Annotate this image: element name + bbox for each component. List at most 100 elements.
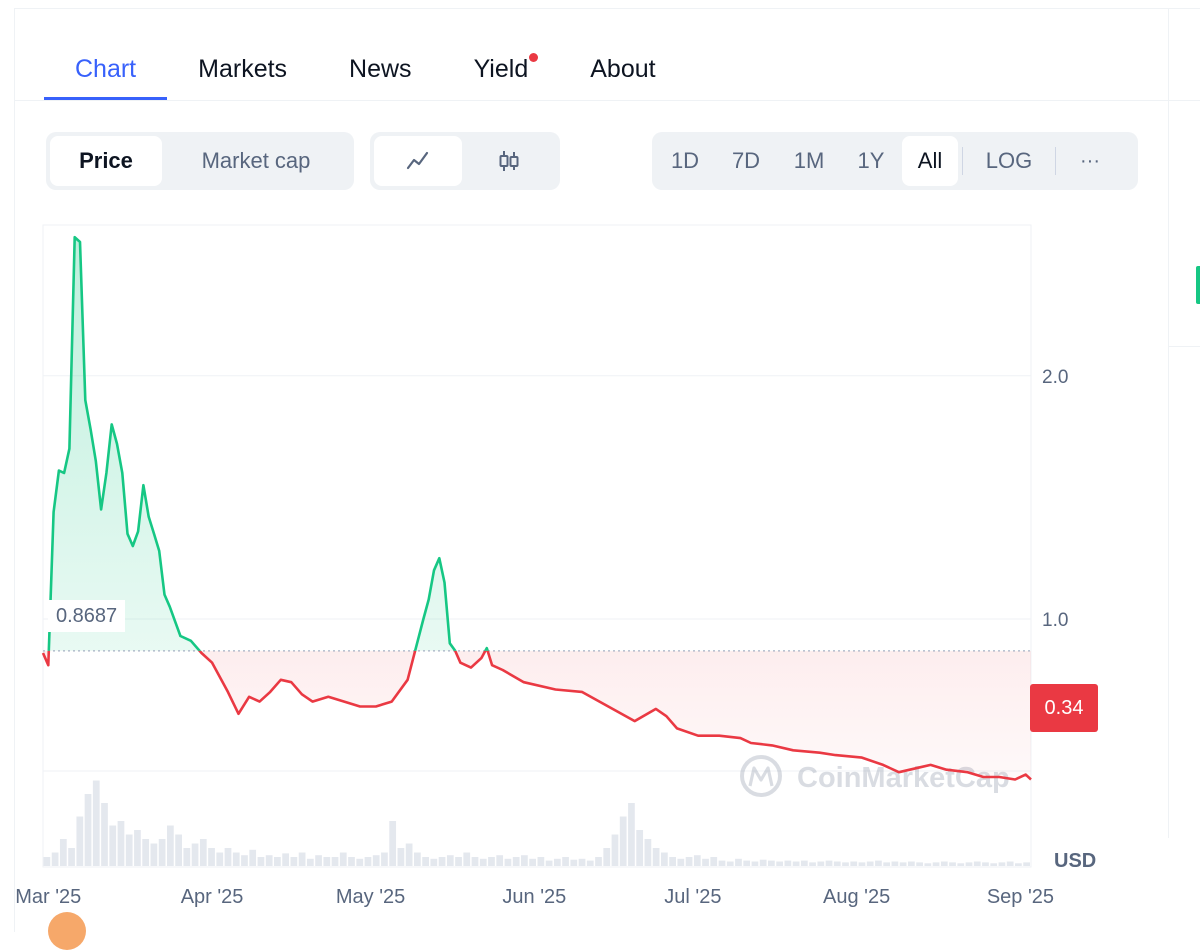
volume-bar [430,858,438,866]
volume-bar [1023,862,1030,866]
volume-bar [628,803,635,866]
volume-bar [825,860,833,866]
volume-bar [677,858,685,866]
toolbar-separator-2 [1055,147,1056,175]
volume-bar [68,848,75,866]
volume-bar [290,857,298,866]
panel-right-border [1168,8,1169,838]
volume-bar [693,855,701,866]
tab-markets[interactable]: Markets [167,40,318,100]
reference-price-label: 0.8687 [48,600,126,632]
more-options-button[interactable]: ··· [1080,150,1100,172]
volume-bar [142,839,150,866]
volume-bar [224,848,232,866]
volume-bar [249,849,257,866]
tab-news-label: News [349,55,412,83]
range-7d-button[interactable]: 7D [731,148,761,173]
volume-bar [875,860,882,866]
tab-yield[interactable]: Yield [443,40,569,100]
x-tick-label: Jun '25 [502,886,566,908]
volume-bar [545,860,553,866]
volume-bar [76,816,84,866]
volume-bar [125,834,133,866]
volume-bar [957,863,965,866]
area-below-reference [43,650,1031,780]
y-axis-ticks: 1.0 2.0 [1042,367,1068,631]
volume-bar [537,857,545,866]
x-tick-label: Sep '25 [987,886,1054,908]
toolbar-separator [962,147,963,175]
tab-yield-label: Yield [473,55,529,83]
range-1y-button[interactable]: 1Y [857,148,885,173]
volume-bar [586,860,594,866]
volume-bar [488,857,495,866]
volume-bar [381,852,388,866]
volume-bar [883,862,891,866]
side-panel-divider [1168,100,1200,101]
volume-bars [43,780,1030,866]
volume-bar [438,857,446,866]
volume-bar [1006,861,1014,866]
volume-bar [43,857,51,866]
chart-type-toggle [370,132,560,190]
volume-bar [611,834,619,866]
volume-bar [891,861,899,866]
volume-bar [710,857,718,866]
line-chart-button[interactable] [374,136,462,186]
volume-bar [924,863,932,866]
volume-bar [768,860,775,866]
tab-news[interactable]: News [318,40,443,100]
price-button[interactable]: Price [50,136,162,186]
y-tick-label: 2.0 [1042,367,1068,388]
volume-bar [521,855,528,866]
volume-bar [916,862,923,866]
volume-bar [339,852,347,866]
volume-bar [323,857,331,866]
tabs-divider [14,100,1168,101]
volume-bar [455,857,462,866]
volume-bar [109,825,117,866]
x-tick-label: Mar '25 [15,886,81,908]
volume-bar [1015,863,1022,866]
volume-bar [92,780,100,866]
tab-chart[interactable]: Chart [44,40,168,100]
volume-bar [274,857,281,866]
price-line-up [47,235,490,651]
volume-bar [232,852,240,866]
volume-bar [833,861,841,866]
volume-bar [504,858,512,866]
volume-bar [117,821,125,866]
range-1d-button[interactable]: 1D [670,148,700,173]
volume-bar [216,852,224,866]
volume-bar [562,857,569,866]
volume-bar [784,860,792,866]
event-marker[interactable] [48,912,86,950]
volume-bar [595,857,602,866]
range-1m-button[interactable]: 1M [793,148,825,173]
volume-bar [858,862,866,866]
volume-bar [866,861,874,866]
volume-bar [315,855,322,866]
volume-bar [652,848,660,866]
volume-bar [150,843,158,866]
volume-bar [298,852,306,866]
currency-unit: USD [1054,850,1097,872]
volume-bar [718,860,726,866]
watermark-logo-icon [740,755,782,797]
y-tick-label: 1.0 [1042,610,1068,631]
range-all-button[interactable]: All [902,136,958,186]
log-scale-button[interactable]: LOG [985,148,1033,173]
volume-bar [570,859,578,866]
volume-bar [208,848,215,866]
market-cap-button[interactable]: Market cap [201,148,311,173]
volume-bar [842,862,849,866]
candlestick-button[interactable] [462,136,556,186]
volume-bar [265,855,273,866]
volume-bar [167,825,174,866]
volume-bar [800,860,808,866]
candlestick-icon [499,151,519,171]
notification-dot [529,53,539,62]
section-tabs: Chart Markets News Yield About [44,40,687,100]
tab-about[interactable]: About [568,40,686,100]
